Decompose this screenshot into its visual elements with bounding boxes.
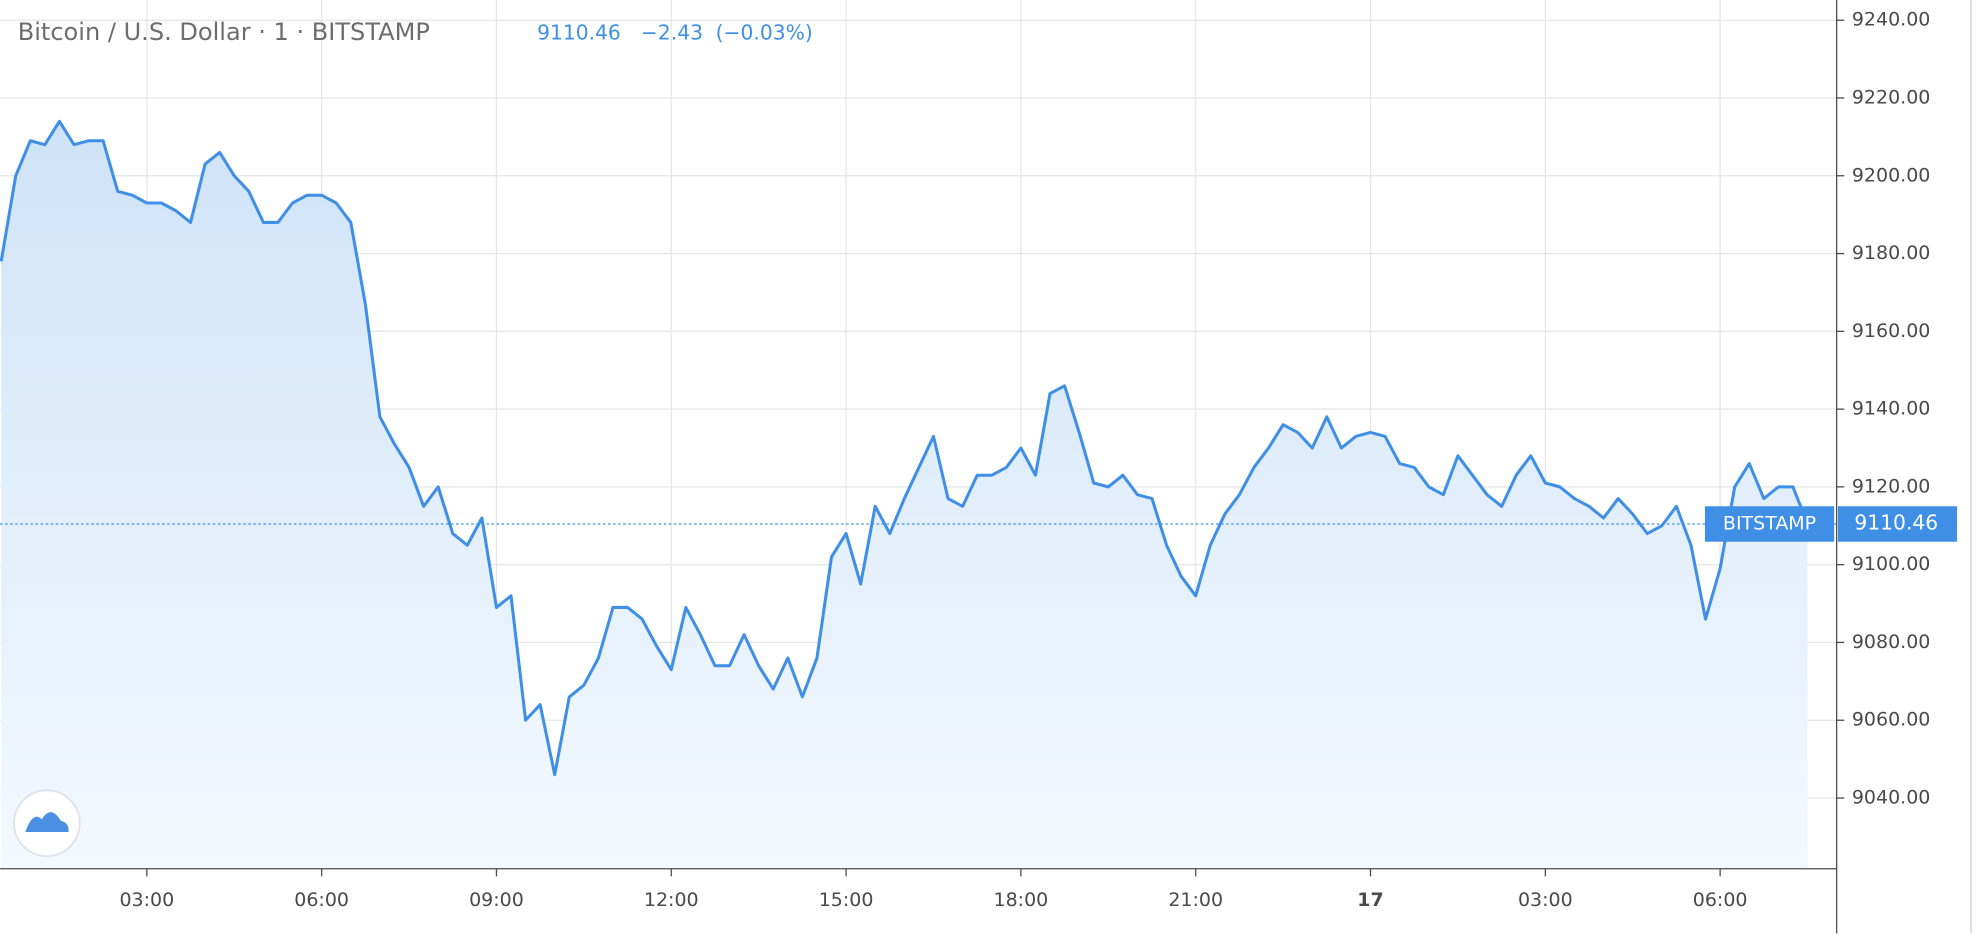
x-tick-label: 03:00	[1518, 889, 1573, 911]
y-tick-label: 9060.00	[1852, 709, 1931, 731]
y-tick-label: 9200.00	[1852, 164, 1931, 186]
x-tick-label: 06:00	[1693, 889, 1748, 911]
axes: 9040.00 9060.00 9080.00 9100.00 9120.00 9140.…	[119, 9, 1957, 911]
chart-title: Bitcoin / U.S. Dollar · 1 · BITSTAMP	[18, 18, 430, 46]
plot	[0, 119, 1837, 869]
x-tick-label: 17	[1357, 889, 1383, 911]
header-change-pct: (−0.03%)	[716, 21, 813, 45]
price-axis-label: 9110.46	[1854, 510, 1938, 534]
y-tick-label: 9120.00	[1852, 475, 1931, 497]
x-tick-label: 09:00	[469, 889, 524, 911]
y-tick-label: 9040.00	[1852, 787, 1931, 809]
y-tick-label: 9240.00	[1852, 9, 1931, 31]
x-tick-label: 06:00	[294, 889, 349, 911]
x-tick-label: 12:00	[644, 889, 699, 911]
logo-icon	[25, 812, 69, 833]
area-fill	[1, 121, 1808, 869]
price-source-label: BITSTAMP	[1723, 512, 1816, 534]
y-tick-label: 9080.00	[1852, 631, 1931, 653]
price-source-box	[1704, 506, 1835, 542]
y-tick-label: 9220.00	[1852, 87, 1931, 109]
x-tick-label: 21:00	[1168, 889, 1223, 911]
y-tick-label: 9180.00	[1852, 242, 1931, 264]
price-axis-box	[1837, 506, 1957, 542]
price-line	[0, 119, 1809, 777]
header-price: 9110.46	[537, 21, 621, 45]
y-tick-label: 9100.00	[1852, 553, 1931, 575]
x-tick-label: 03:00	[119, 889, 174, 911]
header-change: −2.43	[641, 21, 703, 45]
y-tick-label: 9140.00	[1852, 398, 1931, 420]
x-tick-label: 18:00	[994, 889, 1049, 911]
y-tick-label: 9160.00	[1852, 320, 1931, 342]
logo-button[interactable]	[12, 789, 81, 858]
x-tick-label: 15:00	[819, 889, 874, 911]
